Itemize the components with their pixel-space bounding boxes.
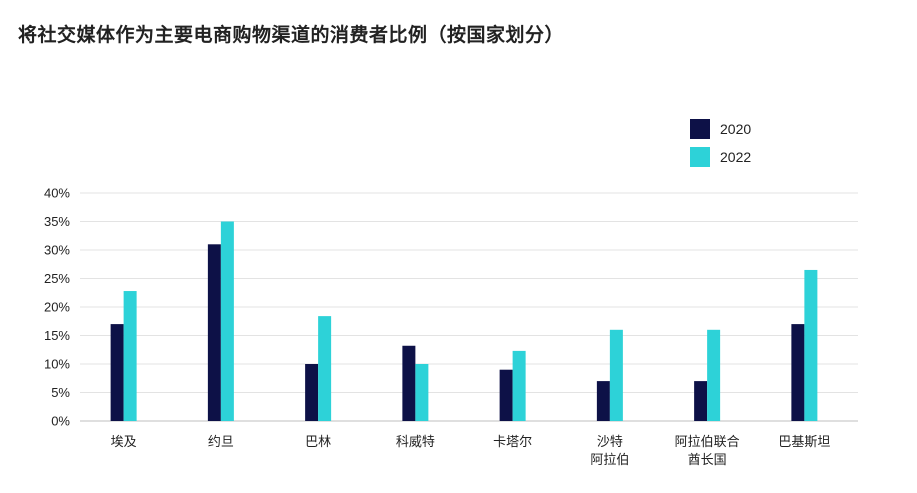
bar-2020 — [110, 324, 124, 421]
y-axis-tick-labels: 0% 5% 10% 15% 20% 25% 30% 35% 40% — [44, 186, 70, 429]
x-category-label: 卡塔尔 — [493, 435, 532, 450]
y-tick-label: 25% — [44, 271, 70, 286]
bar-2020 — [694, 381, 708, 421]
legend: 2020 2022 — [690, 119, 751, 175]
x-category-label: 沙特 — [597, 435, 623, 450]
chart-title: 将社交媒体作为主要电商购物渠道的消费者比例（按国家划分） — [18, 24, 565, 46]
bar-2020 — [791, 324, 805, 421]
y-tick-label: 0% — [51, 414, 70, 429]
bar-2022 — [512, 350, 526, 421]
x-category-label: 科威特 — [396, 435, 435, 450]
x-category-label: 阿拉伯 — [590, 453, 629, 468]
legend-item-2020: 2020 — [690, 119, 751, 139]
bar-2022 — [804, 269, 818, 421]
bar-2022 — [123, 291, 137, 421]
bar-2020 — [305, 364, 319, 421]
x-category-label: 约旦 — [208, 435, 234, 450]
legend-label-2020: 2020 — [720, 121, 752, 137]
y-tick-label: 10% — [44, 357, 70, 372]
bar-2022 — [318, 316, 332, 421]
bar-2020 — [499, 369, 513, 421]
bar-2022 — [707, 329, 721, 421]
bar-2022 — [220, 221, 234, 421]
x-category-label: 巴基斯坦 — [778, 435, 830, 450]
y-tick-label: 30% — [44, 243, 70, 258]
y-tick-label: 5% — [51, 385, 70, 400]
bars — [110, 221, 818, 421]
legend-item-2022: 2022 — [690, 147, 751, 167]
bar-2022 — [609, 329, 623, 421]
bar-2020 — [207, 244, 221, 421]
gridlines — [80, 192, 858, 422]
y-tick-label: 35% — [44, 214, 70, 229]
y-tick-label: 15% — [44, 328, 70, 343]
x-category-label: 阿拉伯联合 — [675, 435, 740, 450]
x-category-label: 埃及 — [111, 435, 137, 450]
bar-2020 — [402, 345, 416, 421]
legend-swatch-2022 — [690, 147, 710, 167]
bar-2020 — [596, 381, 610, 421]
y-tick-label: 40% — [44, 186, 70, 201]
x-category-label: 巴林 — [305, 435, 331, 450]
legend-label-2022: 2022 — [720, 149, 752, 165]
bar-2022 — [415, 364, 429, 421]
legend-swatch-2020 — [690, 119, 710, 139]
y-tick-label: 20% — [44, 300, 70, 315]
x-category-label: 酋长国 — [688, 452, 727, 468]
